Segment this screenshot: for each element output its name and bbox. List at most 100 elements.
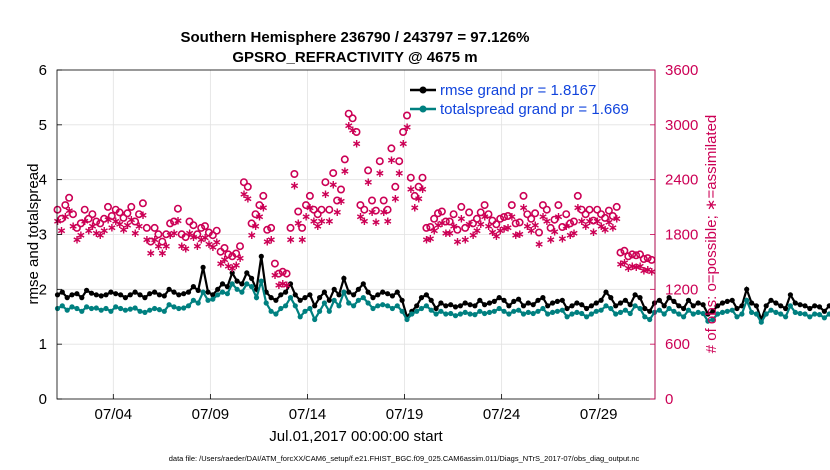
obs-assimilated-marker: ∗ <box>643 263 653 277</box>
data-point <box>603 303 609 309</box>
data-point <box>690 311 696 317</box>
data-point <box>826 303 830 309</box>
obs-possible-marker <box>189 221 198 230</box>
data-point <box>792 309 798 315</box>
data-point <box>452 313 459 319</box>
data-point <box>331 297 337 303</box>
data-point <box>263 300 269 306</box>
obs-assimilated-marker: ∗ <box>480 210 490 224</box>
data-point <box>535 297 541 303</box>
data-point <box>617 300 624 306</box>
data-point <box>695 300 701 306</box>
obs-assimilated-marker: ∗ <box>181 242 191 256</box>
obs-possible-marker <box>212 226 221 235</box>
obs-possible-marker <box>643 254 652 263</box>
data-point <box>292 292 298 298</box>
obs-possible-marker <box>333 196 342 205</box>
data-point <box>360 295 366 301</box>
data-point <box>69 292 75 298</box>
obs-possible-marker <box>239 178 248 187</box>
data-point <box>554 308 561 314</box>
obs-assimilated-marker: ∗ <box>208 240 218 254</box>
obs-possible-marker <box>301 201 310 210</box>
data-point <box>122 295 128 301</box>
data-point <box>137 292 143 298</box>
obs-assimilated-marker: ∗ <box>386 153 396 167</box>
obs-possible-marker <box>569 217 578 226</box>
chart-title: Southern Hemisphere 236790 / 243797 = 97… <box>181 29 530 46</box>
data-point <box>185 289 192 295</box>
series-1 <box>54 278 830 325</box>
obs-possible-marker <box>325 205 334 214</box>
obs-possible-marker <box>356 201 365 210</box>
obs-assimilated-marker: ∗ <box>305 201 315 215</box>
obs-possible-marker <box>593 205 602 214</box>
chart-subtitle: GPSRO_REFRACTIVITY @ 4675 m <box>232 49 477 66</box>
obs-possible-marker <box>527 214 536 223</box>
data-point <box>588 303 595 309</box>
obs-assimilated-marker: ∗ <box>569 226 579 240</box>
obs-assimilated-marker: ∗ <box>130 226 140 240</box>
obs-possible-marker <box>472 214 481 223</box>
data-point <box>176 292 182 298</box>
obs-assimilated-marker: ∗ <box>80 214 90 228</box>
y2-tick-label: 2400 <box>665 172 698 189</box>
obs-assimilated-marker: ∗ <box>95 228 105 242</box>
obs-assimilated-marker: ∗ <box>546 233 556 247</box>
data-point <box>127 306 133 312</box>
data-point <box>705 311 711 317</box>
obs-assimilated-marker: ∗ <box>204 237 214 251</box>
obs-possible-marker <box>329 169 338 178</box>
obs-possible-marker <box>166 219 175 228</box>
obs-assimilated-marker: ∗ <box>309 214 319 228</box>
obs-assimilated-marker: ∗ <box>99 223 109 237</box>
data-point <box>797 302 803 308</box>
data-point <box>132 289 138 295</box>
obs-assimilated-marker: ∗ <box>472 223 482 237</box>
data-point <box>355 286 361 292</box>
obs-possible-marker <box>550 215 559 224</box>
data-point <box>443 303 449 309</box>
data-point <box>346 300 352 306</box>
data-point <box>54 305 61 312</box>
obs-assimilated-marker: ∗ <box>383 214 393 228</box>
obs-assimilated-marker: ∗ <box>639 264 649 278</box>
obs-possible-marker <box>247 219 256 228</box>
obs-assimilated-marker: ∗ <box>584 214 594 228</box>
obs-assimilated-marker: ∗ <box>487 225 497 239</box>
obs-assimilated-marker: ∗ <box>200 231 210 245</box>
obs-possible-marker <box>534 228 543 237</box>
data-point <box>564 305 570 312</box>
data-point <box>326 297 332 303</box>
obs-assimilated-marker: ∗ <box>340 164 350 178</box>
obs-assimilated-marker: ∗ <box>561 219 571 233</box>
obs-assimilated-marker: ∗ <box>452 234 462 248</box>
obs-assimilated-marker: ∗ <box>227 261 237 275</box>
obs-assimilated-marker: ∗ <box>165 228 175 242</box>
obs-assimilated-marker: ∗ <box>293 216 303 230</box>
obs-possible-marker <box>88 210 97 219</box>
obs-assimilated-marker: ∗ <box>134 219 144 233</box>
obs-possible-marker <box>558 223 567 232</box>
obs-possible-marker <box>457 202 466 211</box>
data-point <box>511 298 517 304</box>
obs-possible-marker <box>61 201 70 210</box>
obs-possible-marker <box>173 204 182 213</box>
data-point <box>127 292 133 298</box>
data-point <box>152 289 158 295</box>
y2-tick-label: 1800 <box>665 227 698 244</box>
data-point <box>457 303 463 309</box>
obs-possible-marker <box>554 201 563 210</box>
obs-possible-marker <box>352 128 361 137</box>
data-point <box>375 292 381 298</box>
data-point <box>258 253 264 259</box>
data-point <box>700 302 706 308</box>
data-point <box>326 308 332 314</box>
obs-possible-marker <box>511 219 520 228</box>
obs-possible-marker <box>282 269 291 278</box>
obs-assimilated-marker: ∗ <box>526 223 536 237</box>
data-point <box>389 305 395 312</box>
data-point <box>715 311 721 317</box>
data-point <box>156 292 162 298</box>
obs-assimilated-marker: ∗ <box>449 219 459 233</box>
